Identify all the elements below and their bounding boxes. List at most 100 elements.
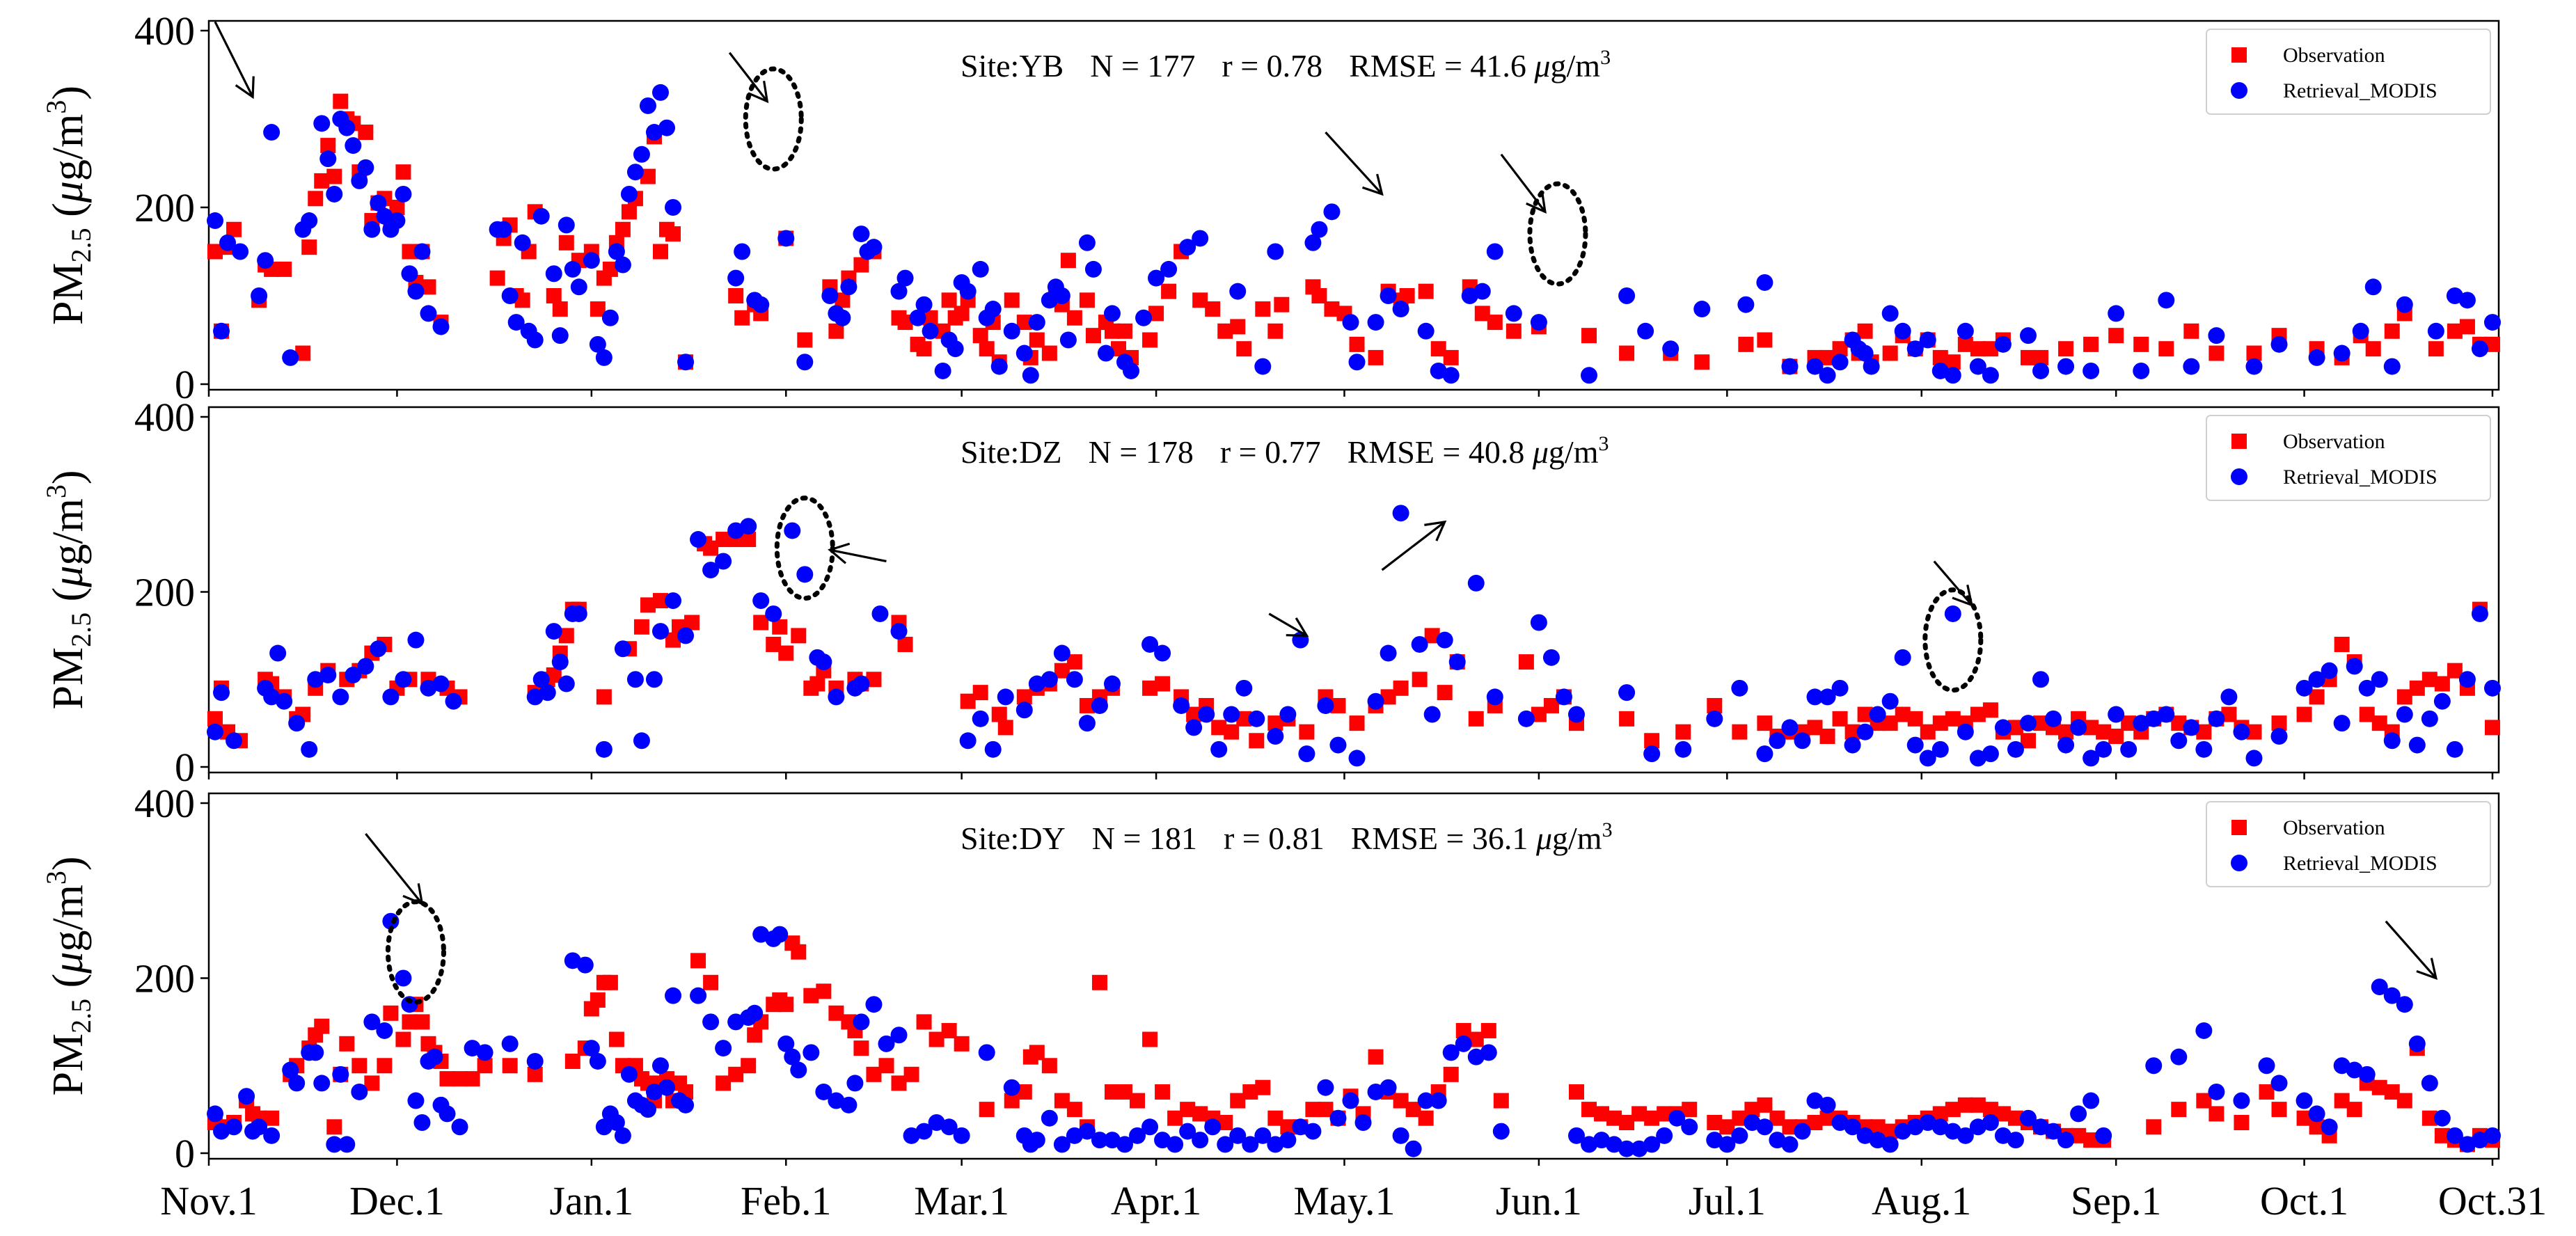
observation-point xyxy=(2296,706,2312,722)
retrieval-point xyxy=(213,1123,230,1140)
retrieval-point xyxy=(1618,684,1636,702)
observation-point xyxy=(684,615,700,631)
observation-point xyxy=(207,711,223,727)
panel-stats: Site:DZ N = 178 r = 0.77 RMSE = 40.8 μg/m3 xyxy=(961,432,1609,470)
retrieval-point xyxy=(614,256,631,274)
retrieval-point xyxy=(2471,1132,2488,1149)
observation-point xyxy=(1807,1114,1823,1130)
retrieval-point xyxy=(326,1136,343,1153)
observation-point xyxy=(1066,310,1082,326)
retrieval-point xyxy=(1267,243,1284,260)
retrieval-point xyxy=(2270,727,2288,745)
retrieval-point xyxy=(1028,314,1045,331)
retrieval-point xyxy=(1931,740,1949,758)
observation-point xyxy=(2020,733,2036,749)
retrieval-point xyxy=(1348,354,1366,371)
observation-point xyxy=(2359,706,2375,722)
retrieval-point xyxy=(2321,1118,2338,1136)
observation-point xyxy=(1217,1114,1233,1130)
observation-point xyxy=(2007,1110,2023,1126)
annotation-arrow xyxy=(1933,560,1974,607)
retrieval-point xyxy=(1192,1132,1209,1149)
observation-point xyxy=(2171,715,2187,731)
observation-point xyxy=(2396,689,2412,705)
retrieval-point xyxy=(890,1027,908,1044)
retrieval-point xyxy=(651,623,669,640)
observation-point xyxy=(2096,724,2112,740)
retrieval-point xyxy=(1906,736,1924,754)
x-tick-label: Oct.31 xyxy=(2438,1178,2547,1223)
retrieval-point xyxy=(1819,688,1836,706)
retrieval-point xyxy=(871,605,889,622)
observation-point xyxy=(590,301,606,317)
retrieval-point xyxy=(1731,1127,1748,1144)
retrieval-point xyxy=(1436,631,1453,649)
observation-point xyxy=(2121,715,2137,731)
retrieval-point xyxy=(1254,1127,1272,1144)
observation-point xyxy=(753,615,769,631)
observation-point xyxy=(2384,1084,2400,1100)
observation-point xyxy=(2259,1084,2275,1100)
retrieval-point xyxy=(865,239,883,256)
observation-point xyxy=(1060,253,1076,269)
retrieval-point xyxy=(1693,301,1711,318)
retrieval-point xyxy=(2057,358,2075,375)
y-tick-label: 0 xyxy=(175,1131,195,1176)
retrieval-point xyxy=(1467,574,1485,592)
observation-point xyxy=(1155,1084,1171,1100)
observation-point xyxy=(2234,1114,2250,1130)
retrieval-point xyxy=(1103,305,1121,322)
retrieval-point xyxy=(1781,1136,1799,1153)
retrieval-point xyxy=(1311,221,1328,238)
retrieval-point xyxy=(1367,314,1384,331)
observation-point xyxy=(1041,345,1057,361)
observation-point xyxy=(1054,1093,1070,1109)
retrieval-point xyxy=(752,926,770,943)
observation-point xyxy=(1041,1058,1057,1074)
observation-point xyxy=(1192,292,1208,308)
retrieval-point xyxy=(614,640,631,658)
observation-point xyxy=(897,636,913,652)
x-tick-label: Mar.1 xyxy=(914,1178,1009,1223)
retrieval-point xyxy=(2346,658,2363,675)
observation-point xyxy=(2071,1127,2087,1143)
retrieval-point xyxy=(1078,715,1096,732)
retrieval-point xyxy=(2346,1061,2363,1079)
observation-point xyxy=(1619,345,1635,361)
retrieval-point xyxy=(1078,1123,1096,1140)
retrieval-point xyxy=(263,124,280,141)
observation-point xyxy=(2146,1119,2162,1135)
observation-point xyxy=(1016,689,1032,705)
retrieval-point xyxy=(1329,1109,1347,1127)
observation-point xyxy=(2208,1106,2225,1122)
retrieval-point xyxy=(401,265,418,283)
observation-point xyxy=(929,1031,945,1047)
retrieval-point xyxy=(1831,354,1849,371)
retrieval-point xyxy=(2308,1105,2325,1123)
retrieval-point xyxy=(1631,1140,1648,1157)
retrieval-point xyxy=(1154,1132,1171,1149)
observation-point xyxy=(1619,711,1635,727)
retrieval-point xyxy=(1028,675,1045,692)
observation-point xyxy=(1982,1102,1998,1118)
retrieval-point xyxy=(1542,649,1560,666)
retrieval-point xyxy=(1675,740,1692,758)
retrieval-point xyxy=(1148,269,1165,287)
observation-point xyxy=(778,997,794,1013)
retrieval-point xyxy=(2070,719,2087,736)
retrieval-point xyxy=(1078,234,1096,251)
retrieval-point xyxy=(576,956,594,974)
retrieval-point xyxy=(1292,1118,1309,1136)
observation-point xyxy=(897,315,913,331)
retrieval-point xyxy=(1662,340,1680,358)
observation-point xyxy=(1907,711,1923,727)
observation-point xyxy=(1945,711,1961,727)
retrieval-point xyxy=(771,926,789,943)
retrieval-point xyxy=(2296,679,2313,697)
observation-point xyxy=(972,685,988,701)
retrieval-point xyxy=(332,1065,349,1083)
retrieval-point xyxy=(665,987,682,1004)
observation-point xyxy=(621,204,637,220)
retrieval-point xyxy=(2446,1127,2463,1144)
observation-point xyxy=(395,164,411,180)
